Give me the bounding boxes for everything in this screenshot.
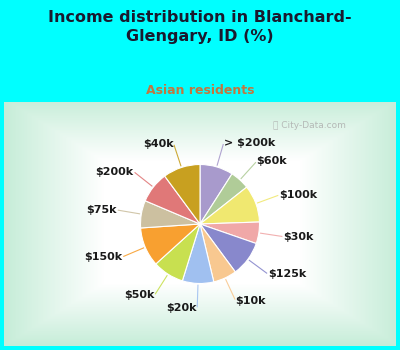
Wedge shape [145,176,200,224]
Text: ⓘ City-Data.com: ⓘ City-Data.com [273,121,346,130]
Wedge shape [156,224,200,281]
Wedge shape [200,224,256,272]
Text: $100k: $100k [279,190,318,200]
Text: $125k: $125k [268,269,306,279]
Text: $50k: $50k [124,290,154,300]
Wedge shape [165,164,200,224]
Text: $75k: $75k [86,205,117,215]
Wedge shape [200,174,247,224]
Text: $60k: $60k [257,156,287,166]
Wedge shape [182,224,214,284]
Wedge shape [200,224,235,282]
Text: $200k: $200k [96,167,134,177]
Text: Asian residents: Asian residents [146,84,254,97]
Text: > $200k: > $200k [224,138,275,148]
Text: $150k: $150k [84,252,122,262]
Wedge shape [141,224,200,264]
Text: $30k: $30k [284,232,314,242]
Text: $20k: $20k [167,303,197,314]
Text: $10k: $10k [236,296,266,306]
Wedge shape [200,187,260,224]
Text: $40k: $40k [143,139,174,149]
Wedge shape [200,164,232,224]
Text: Income distribution in Blanchard-
Glengary, ID (%): Income distribution in Blanchard- Glenga… [48,10,352,44]
Wedge shape [200,222,260,244]
Wedge shape [140,201,200,228]
